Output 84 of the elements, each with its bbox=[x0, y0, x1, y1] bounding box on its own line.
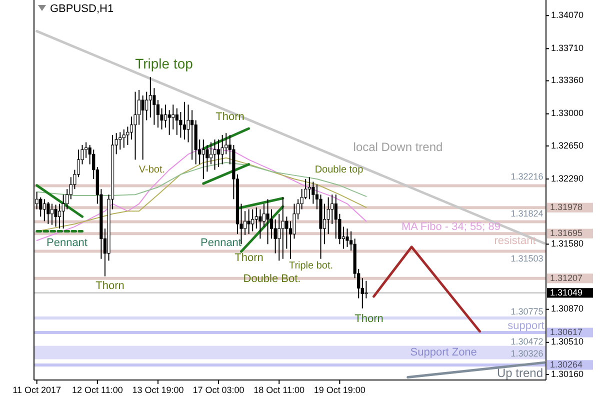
x-tick-label: 11 Oct 2017 bbox=[12, 385, 62, 395]
annotation: 1.30775 bbox=[510, 306, 544, 316]
annotation: Up trend bbox=[496, 366, 544, 380]
annotation: V-bot. bbox=[138, 164, 166, 176]
annotation: Thorn bbox=[96, 280, 124, 292]
ref-line-label: 1.31049 bbox=[550, 287, 583, 298]
x-tick-label: 12 Oct 11:00 bbox=[72, 385, 123, 395]
candlestick bbox=[202, 139, 205, 180]
candlestick bbox=[274, 218, 277, 254]
x-tick-label: 13 Oct 19:00 bbox=[132, 385, 184, 395]
annotation: MA Fibo - 34; 55; 89 bbox=[401, 220, 501, 233]
y-tick-label: 1.32290 bbox=[551, 173, 584, 184]
annotation: Thorn bbox=[354, 312, 384, 325]
annotation: local Down trend bbox=[353, 140, 443, 154]
candlestick bbox=[346, 228, 349, 248]
candlestick bbox=[122, 128, 126, 148]
candlestick bbox=[168, 110, 171, 136]
annotation: Thorn bbox=[234, 252, 264, 264]
annotation: 1.30472 bbox=[510, 336, 544, 346]
x-tick-label: 18 Oct 11:00 bbox=[254, 385, 305, 395]
annotation: 1.30326 bbox=[510, 348, 544, 358]
candlestick bbox=[172, 104, 175, 130]
chart-title: GBPUSD,H1 bbox=[50, 3, 114, 15]
candlestick bbox=[175, 108, 178, 136]
annotation: Triple top bbox=[135, 56, 194, 72]
y-tick-label: 1.33360 bbox=[551, 75, 584, 86]
candlestick bbox=[130, 116, 134, 140]
candlestick bbox=[251, 208, 254, 232]
candlestick bbox=[145, 91, 148, 121]
candlestick bbox=[46, 201, 50, 224]
annotation: 1.31503 bbox=[510, 253, 544, 264]
candlestick bbox=[209, 142, 213, 165]
y-tick-label: 1.30160 bbox=[551, 368, 584, 379]
candlestick bbox=[141, 94, 144, 160]
annotation: Double top bbox=[314, 164, 364, 176]
y-tick-label: 1.31580 bbox=[551, 238, 584, 249]
annotation: Pennant bbox=[46, 236, 88, 249]
candlestick bbox=[164, 104, 168, 128]
candlestick bbox=[266, 198, 270, 245]
ref-line-label: 1.31695 bbox=[550, 228, 583, 238]
y-tick-label: 1.33000 bbox=[551, 108, 584, 118]
x-tick-label: 17 Oct 03:00 bbox=[192, 385, 244, 395]
annotation: support bbox=[508, 320, 544, 332]
candlestick bbox=[254, 206, 258, 230]
x-tick-label: 19 Oct 19:00 bbox=[314, 385, 366, 395]
annotation: Pennant bbox=[200, 236, 242, 249]
candlestick bbox=[42, 198, 46, 222]
candlestick bbox=[220, 134, 224, 165]
candlestick bbox=[134, 91, 137, 160]
candlestick bbox=[182, 101, 186, 140]
candlestick bbox=[364, 280, 368, 299]
candlestick bbox=[50, 203, 54, 226]
annotation: Double Bot. bbox=[243, 272, 301, 285]
candlestick bbox=[58, 203, 62, 230]
y-tick-label: 1.30510 bbox=[551, 336, 584, 347]
candlestick bbox=[278, 213, 281, 262]
ref-line-label: 1.30617 bbox=[550, 326, 583, 337]
candlestick bbox=[213, 139, 216, 170]
candlestick bbox=[190, 110, 194, 160]
ref-line-label: 1.31207 bbox=[550, 272, 583, 283]
candlestick bbox=[216, 139, 220, 168]
ref-line-label: 1.31978 bbox=[550, 202, 583, 212]
candlestick bbox=[118, 132, 122, 150]
band-label: Support Zone bbox=[410, 346, 477, 358]
annotation: resistant bbox=[494, 234, 536, 247]
candlestick bbox=[54, 204, 58, 228]
annotation: 1.32216 bbox=[510, 171, 544, 182]
candlestick bbox=[322, 203, 326, 245]
candlestick bbox=[281, 196, 284, 260]
candlestick bbox=[148, 76, 152, 118]
candlestick bbox=[258, 208, 262, 240]
y-tick-label: 1.30870 bbox=[551, 304, 584, 314]
candlestick bbox=[247, 208, 250, 235]
y-tick-label: 1.34070 bbox=[551, 10, 584, 20]
candlestick bbox=[262, 203, 266, 228]
candlestick bbox=[308, 176, 311, 200]
annotation: Triple bot. bbox=[288, 260, 334, 272]
annotation: 1.31824 bbox=[510, 208, 544, 218]
annotation: Thorn bbox=[216, 110, 244, 123]
ref-line-label: 1.30264 bbox=[550, 359, 583, 370]
line-series bbox=[36, 162, 367, 197]
candlestick bbox=[326, 196, 330, 235]
y-tick-label: 1.33710 bbox=[551, 43, 584, 54]
y-tick-label: 1.32650 bbox=[551, 140, 584, 150]
